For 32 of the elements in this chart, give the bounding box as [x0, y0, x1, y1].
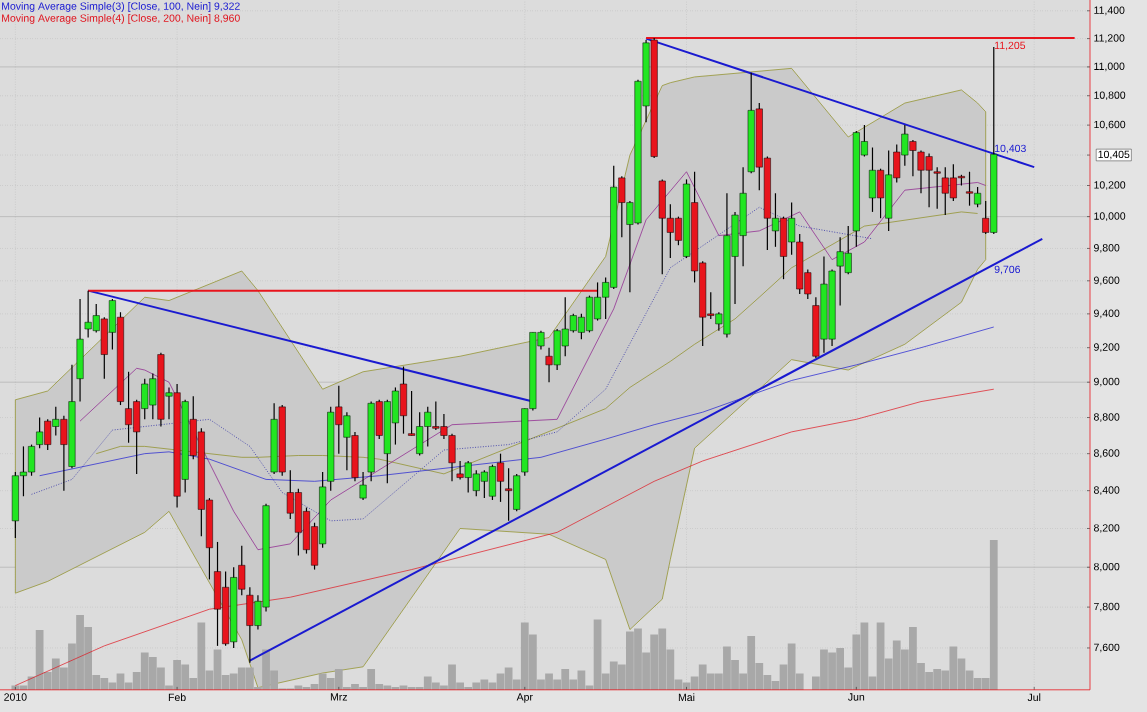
y-tick-label: 9,200 [1094, 343, 1120, 353]
x-tick-label: Mai [678, 693, 695, 702]
y-tick-label: 8,000 [1093, 562, 1120, 572]
y-tick-label: 9,800 [1094, 244, 1120, 253]
y-tick-label: 10,800 [1094, 91, 1126, 101]
y-tick-label: 10,600 [1094, 120, 1126, 130]
y-tick-label: 8,600 [1093, 449, 1120, 459]
y-tick-label: 11,400 [1094, 6, 1125, 16]
annotation: 9,706 [994, 265, 1021, 275]
y-tick-label: 11,200 [1094, 34, 1125, 43]
text: Moving Average Simple(4) [Close, 200, Nein] 8,960 [2, 14, 240, 24]
annotation: 10,403 [995, 144, 1026, 154]
annotation: 11,205 [995, 41, 1026, 51]
y-tick-label: 11,000 [1094, 62, 1125, 72]
text: 10,405 [1098, 150, 1130, 160]
y-tick-label: 8,400 [1093, 486, 1120, 496]
x-tick-label: Jul [1027, 693, 1041, 702]
x-tick-label: 2010 [4, 693, 27, 701]
y-tick-label: 9,400 [1094, 309, 1120, 319]
x-tick-label: Feb [168, 693, 186, 702]
y-tick-label: 9,600 [1094, 276, 1120, 286]
y-tick-label: 8,800 [1093, 413, 1120, 422]
y-tick-label: 8,200 [1093, 524, 1120, 533]
y-tick-label: 10,200 [1094, 181, 1126, 190]
y-tick-label: 10,000 [1094, 212, 1126, 221]
x-tick-label: Jun [848, 693, 865, 701]
y-tick-label: 7,600 [1094, 643, 1120, 653]
x-tick-label: Mrz [330, 693, 348, 701]
y-tick-label: 9,000 [1094, 377, 1120, 387]
text: Moving Average Simple(3) [Close, 100, Nein] 9,322 [2, 2, 240, 12]
x-tick-label: Apr [516, 693, 533, 703]
y-tick-label: 7,800 [1094, 602, 1120, 612]
